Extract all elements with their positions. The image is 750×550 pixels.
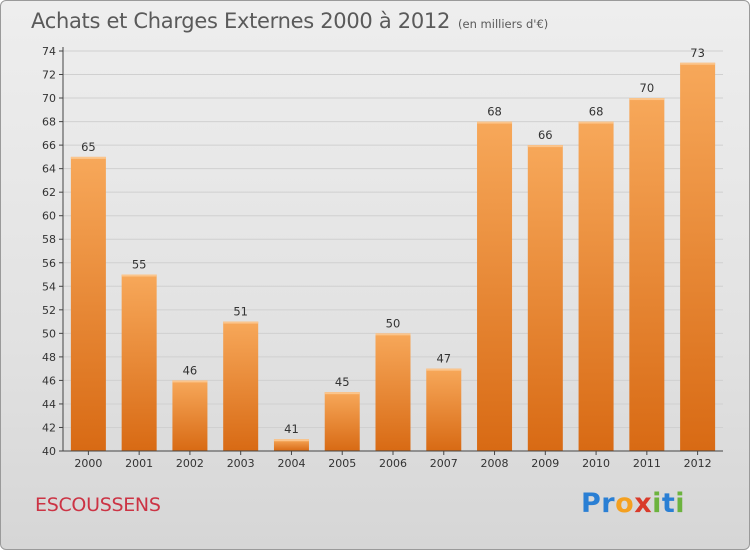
- x-tick-label-2007: 2007: [430, 457, 458, 470]
- bar-highlight: [223, 321, 259, 324]
- y-tick-label: 68: [42, 116, 56, 129]
- y-tick-label: 44: [42, 398, 56, 411]
- bar-2002[interactable]: [172, 380, 208, 451]
- bar-highlight: [426, 368, 462, 371]
- x-tick-label-2003: 2003: [227, 457, 255, 470]
- logo-letter: r: [601, 488, 616, 519]
- x-tick-label-2009: 2009: [531, 457, 559, 470]
- y-tick-label: 58: [42, 233, 56, 246]
- data-label-2007: 47: [436, 352, 451, 366]
- x-tick-label-2010: 2010: [582, 457, 610, 470]
- x-tick-label-2002: 2002: [176, 457, 204, 470]
- bar-2011[interactable]: [629, 98, 665, 451]
- bar-2007[interactable]: [426, 368, 462, 451]
- logo-letter: i: [652, 488, 662, 519]
- data-label-2006: 50: [386, 316, 401, 330]
- y-tick-label: 72: [42, 69, 56, 82]
- data-label-2011: 70: [640, 81, 655, 95]
- bar-highlight: [375, 333, 411, 336]
- data-label-2005: 45: [335, 375, 350, 389]
- bar-highlight: [477, 121, 513, 124]
- logo-letter: o: [615, 488, 635, 519]
- chart-title: Achats et Charges Externes 2000 à 2012 (e…: [31, 9, 548, 33]
- x-tick-label-2011: 2011: [633, 457, 661, 470]
- bar-2009[interactable]: [527, 145, 563, 451]
- bar-highlight: [578, 121, 614, 124]
- bar-2000[interactable]: [70, 156, 106, 451]
- x-tick-label-2008: 2008: [481, 457, 509, 470]
- data-label-2009: 66: [538, 128, 553, 142]
- y-tick-label: 50: [42, 327, 56, 340]
- bar-highlight: [121, 274, 157, 277]
- x-tick-label-2004: 2004: [277, 457, 305, 470]
- y-tick-label: 40: [42, 445, 56, 458]
- commune-name: ESCOUSSENS: [35, 494, 161, 516]
- data-label-2008: 68: [487, 105, 502, 119]
- bar-2012[interactable]: [680, 62, 716, 451]
- bar-highlight: [527, 145, 563, 148]
- x-tick-label-2001: 2001: [125, 457, 153, 470]
- proxiti-logo[interactable]: Proxiti: [581, 488, 685, 519]
- logo-letter: i: [675, 488, 686, 519]
- data-label-2001: 55: [132, 258, 147, 272]
- y-tick-label: 74: [42, 45, 56, 58]
- logo-letter: x: [634, 488, 653, 519]
- y-tick-label: 60: [42, 210, 56, 223]
- y-tick-label: 54: [42, 280, 56, 293]
- bar-2003[interactable]: [223, 321, 259, 451]
- x-tick-label-2000: 2000: [74, 457, 102, 470]
- data-labels: 65 55 46 51 41 45 50 47 68 66 68 70 73: [81, 46, 705, 436]
- y-tick-label: 56: [42, 257, 56, 270]
- bar-highlight: [680, 62, 716, 65]
- data-label-2002: 46: [183, 363, 198, 377]
- x-tick-label-2005: 2005: [328, 457, 356, 470]
- y-tick-label: 64: [42, 163, 56, 176]
- y-tick-label: 62: [42, 186, 56, 199]
- bar-2004[interactable]: [273, 439, 309, 451]
- chart-title-text: Achats et Charges Externes 2000 à 2012: [31, 9, 451, 33]
- y-tick-labels: 40 42 44 46 48 50 52 54 56 58 60 62 64 66 68 70 72 74: [42, 45, 56, 458]
- y-tick-label: 46: [42, 374, 56, 387]
- x-tick-labels: 2000 2001 2002 2003 2004 2005 2006 2007 2008 2009…: [74, 457, 711, 470]
- y-tick-label: 70: [42, 92, 56, 105]
- data-label-2000: 65: [81, 140, 96, 154]
- data-label-2004: 41: [284, 422, 299, 436]
- logo-letter: P: [581, 488, 602, 519]
- bar-2010[interactable]: [578, 121, 614, 452]
- data-label-2003: 51: [233, 305, 248, 319]
- bar-2008[interactable]: [477, 121, 513, 452]
- x-tick-label-2012: 2012: [684, 457, 712, 470]
- bar-highlight: [172, 380, 208, 383]
- logo-letter: t: [661, 488, 676, 519]
- bar-highlight: [273, 439, 309, 442]
- bar-chart: 40 42 44 46 48 50 52 54 56 58 60 62 64 66 68 70 72 74 200…: [42, 45, 723, 470]
- data-label-2012: 73: [690, 46, 705, 60]
- y-tick-label: 48: [42, 351, 56, 364]
- x-tick-label-2006: 2006: [379, 457, 407, 470]
- bar-2006[interactable]: [375, 333, 411, 451]
- bar-highlight: [70, 156, 106, 159]
- bar-highlight: [324, 392, 360, 395]
- data-label-2010: 68: [589, 105, 604, 119]
- y-tick-label: 42: [42, 421, 56, 434]
- bars: [70, 62, 716, 452]
- bar-2001[interactable]: [121, 274, 157, 451]
- axes: [62, 47, 723, 452]
- chart-subtitle: (en milliers d'€): [458, 17, 549, 31]
- y-tick-label: 52: [42, 304, 56, 317]
- bar-highlight: [629, 98, 665, 101]
- y-tick-label: 66: [42, 139, 56, 152]
- bar-2005[interactable]: [324, 392, 360, 451]
